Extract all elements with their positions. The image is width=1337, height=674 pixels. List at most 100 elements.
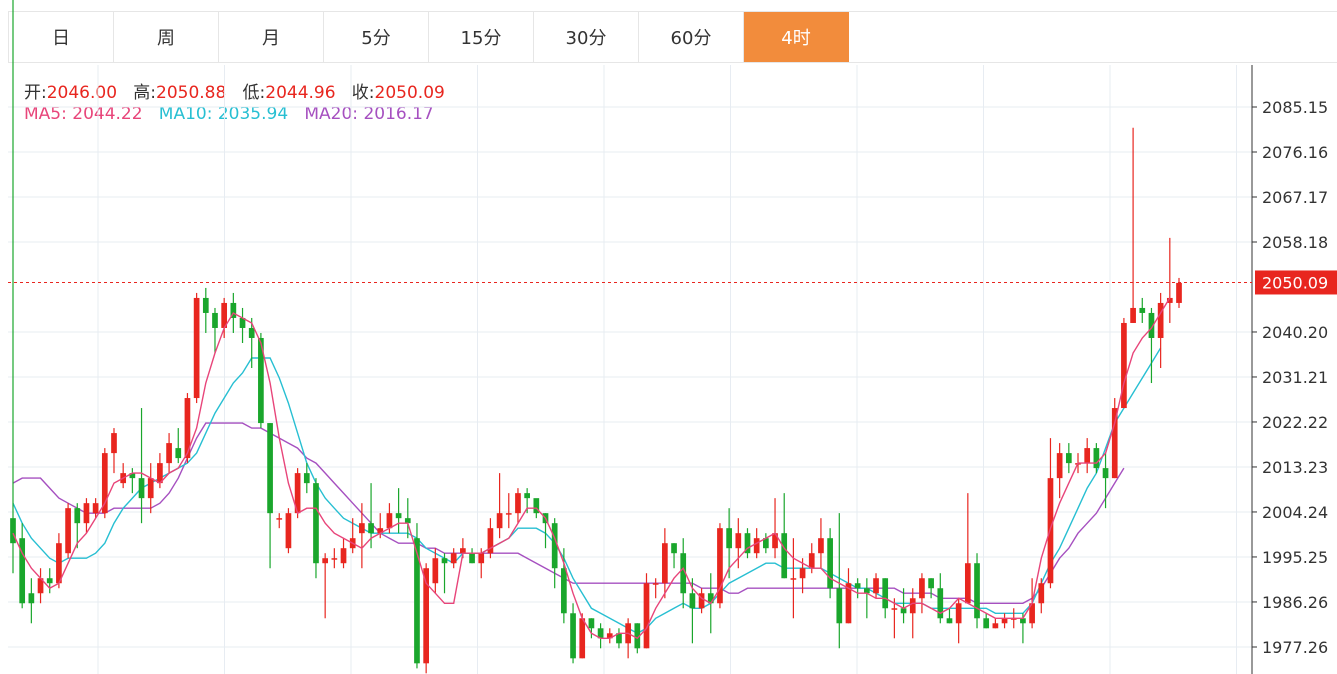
current-price-label: 2050.09 bbox=[1262, 273, 1328, 292]
candle-body bbox=[129, 473, 136, 479]
candle-body bbox=[202, 297, 209, 313]
candle-body bbox=[56, 543, 62, 584]
candle-body bbox=[19, 538, 26, 604]
candle-body bbox=[772, 533, 778, 549]
candle-body bbox=[1130, 307, 1136, 323]
candle-body bbox=[827, 538, 833, 589]
open-value: 2046.00 bbox=[46, 83, 118, 103]
candle-body bbox=[597, 628, 604, 639]
candle-body bbox=[717, 528, 723, 604]
candle-body bbox=[92, 503, 99, 514]
tab-day[interactable]: 日 bbox=[9, 12, 114, 62]
candle-body bbox=[1093, 448, 1100, 469]
candle-body bbox=[111, 433, 117, 454]
candle-body bbox=[331, 558, 338, 560]
candle-body bbox=[946, 618, 953, 624]
ohlc-readout: 开:2046.00 高:2050.88 低:2044.96 收:2050.09 bbox=[24, 78, 445, 103]
candle-body bbox=[147, 478, 154, 499]
candle-body bbox=[276, 518, 283, 520]
ma20-value: 2016.17 bbox=[363, 104, 434, 124]
tab-60min[interactable]: 60分 bbox=[639, 12, 744, 62]
candle-body bbox=[193, 297, 200, 399]
candle-body bbox=[1157, 302, 1164, 338]
candle-body bbox=[616, 633, 622, 644]
candle-body bbox=[1176, 282, 1182, 303]
candle-body bbox=[10, 518, 16, 544]
candle-body bbox=[46, 578, 53, 584]
candle-body bbox=[1111, 408, 1118, 479]
candle-body bbox=[487, 528, 494, 554]
candle-body bbox=[166, 443, 172, 464]
candle-body bbox=[505, 513, 512, 515]
candle-body bbox=[763, 538, 769, 549]
candle-body bbox=[101, 453, 108, 514]
candle-body bbox=[818, 538, 824, 554]
candle-body bbox=[854, 583, 861, 589]
candle-body bbox=[322, 558, 329, 564]
candle-body bbox=[937, 588, 944, 619]
candle-body bbox=[662, 543, 668, 584]
candle-body bbox=[313, 483, 319, 564]
candle-body bbox=[836, 588, 843, 624]
candle-body bbox=[726, 528, 732, 549]
y-tick-label: 2058.18 bbox=[1262, 233, 1328, 252]
candle-body bbox=[267, 423, 273, 514]
candle-body bbox=[221, 302, 228, 328]
candle-body bbox=[258, 337, 264, 424]
tab-week[interactable]: 周 bbox=[114, 12, 219, 62]
tab-month[interactable]: 月 bbox=[219, 12, 324, 62]
tab-15min[interactable]: 15分 bbox=[429, 12, 534, 62]
candle-body bbox=[386, 513, 393, 529]
y-tick-label: 2022.22 bbox=[1262, 413, 1328, 432]
timeframe-tabs: 日 周 月 5分 15分 30分 60分 4时 bbox=[8, 11, 1337, 63]
candle-body bbox=[377, 528, 384, 534]
candle-body bbox=[909, 598, 916, 614]
candle-body bbox=[707, 593, 714, 604]
candle-body bbox=[955, 603, 962, 624]
candle-body bbox=[340, 548, 347, 564]
candle-body bbox=[689, 593, 696, 609]
candle-body bbox=[533, 498, 540, 514]
ma5-line bbox=[12, 297, 1171, 640]
candle-body bbox=[551, 523, 558, 569]
y-tick-label: 2013.23 bbox=[1262, 458, 1328, 477]
candle-body bbox=[524, 493, 530, 499]
ma5-value: 2044.22 bbox=[72, 104, 143, 124]
close-label: 收: bbox=[351, 83, 375, 103]
candle-body bbox=[964, 563, 971, 604]
y-tick-label: 2067.17 bbox=[1262, 188, 1328, 207]
candle-body bbox=[303, 473, 310, 484]
candle-body bbox=[423, 568, 429, 664]
y-tick-label: 1977.26 bbox=[1262, 638, 1328, 657]
candle-body bbox=[359, 523, 365, 534]
candle-body bbox=[1102, 468, 1109, 479]
candle-body bbox=[928, 578, 934, 589]
low-value: 2044.96 bbox=[265, 83, 336, 103]
candle-body bbox=[469, 553, 475, 564]
candle-body bbox=[588, 618, 595, 629]
candle-body bbox=[1084, 448, 1091, 464]
candle-body bbox=[1056, 453, 1063, 479]
tab-4hour[interactable]: 4时 bbox=[744, 12, 849, 62]
candle-body bbox=[919, 578, 925, 599]
y-tick-label: 1995.25 bbox=[1262, 548, 1328, 567]
candle-body bbox=[808, 553, 815, 569]
candle-body bbox=[753, 538, 760, 554]
tab-5min[interactable]: 5分 bbox=[324, 12, 429, 62]
candle-body bbox=[643, 583, 650, 649]
candle-body bbox=[1020, 618, 1026, 624]
current-price-tag bbox=[1255, 270, 1337, 295]
candle-body bbox=[781, 533, 788, 579]
candle-body bbox=[1001, 618, 1008, 624]
candle-body bbox=[404, 518, 411, 524]
y-tick-label: 2004.24 bbox=[1262, 503, 1328, 522]
y-tick-label: 1986.26 bbox=[1262, 593, 1328, 612]
high-label: 高: bbox=[133, 83, 156, 103]
tab-30min[interactable]: 30分 bbox=[534, 12, 639, 62]
candle-body bbox=[478, 553, 485, 564]
candle-body bbox=[395, 513, 402, 519]
y-tick-label: 2076.16 bbox=[1262, 143, 1328, 162]
candle-body bbox=[239, 317, 246, 328]
ma-readout: MA5: 2044.22 MA10: 2035.94 MA20: 2016.17 bbox=[24, 104, 434, 124]
